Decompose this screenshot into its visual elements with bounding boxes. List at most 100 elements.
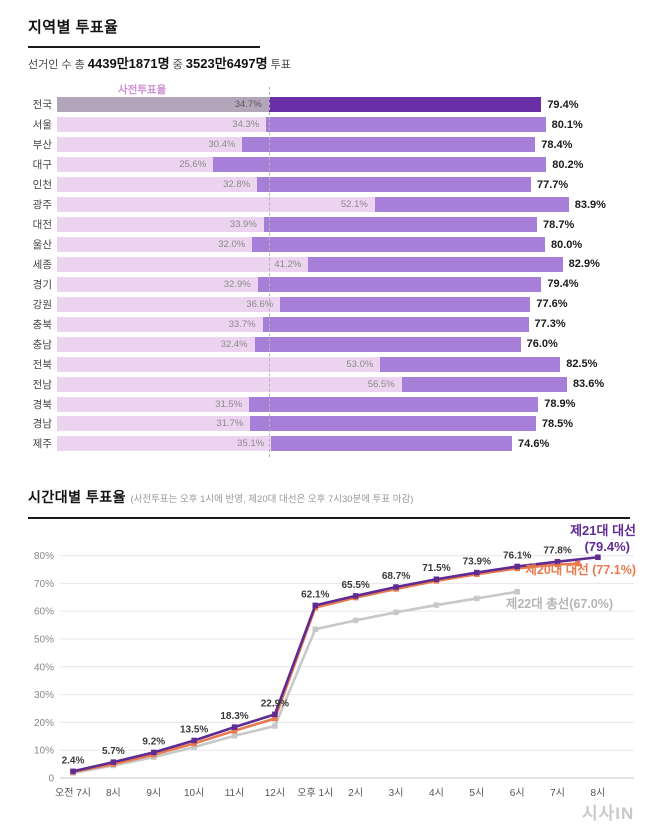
time-section-note: (사전투표는 오후 1시에 반영, 제20대 대선은 오후 7시30분에 투표 … (130, 494, 414, 505)
early-vote-bar: 53.0% (57, 356, 381, 372)
early-vote-rate-label: 사전투표율 (118, 84, 167, 96)
early-vote-reference-line (268, 87, 270, 457)
legend-22nd-election: 제22대 총선(67.0%) (506, 596, 613, 611)
region-label: 경북 (32, 398, 52, 411)
data-point-marker (474, 569, 480, 576)
early-vote-bar: 31.7% (57, 416, 251, 432)
y-axis-label: 50% (34, 635, 54, 646)
x-axis-label: 오전 7시 (55, 787, 91, 799)
early-vote-bar: 35.1% (57, 436, 272, 452)
y-axis-label: 80% (34, 551, 54, 562)
total-vote-value: 76.0% (526, 338, 558, 351)
total-vote-bar (213, 157, 547, 173)
region-label: 세종 (32, 258, 52, 271)
data-point-marker (514, 563, 520, 570)
point-label: 9.2% (142, 736, 165, 747)
data-point-marker (393, 609, 399, 616)
early-vote-bar: 36.6% (57, 296, 281, 312)
data-point-marker (231, 727, 238, 734)
bar-row: 제주 35.1% 74.6% (28, 434, 640, 454)
early-vote-bar: 34.3% (57, 117, 267, 133)
total-vote-value: 78.4% (541, 138, 573, 151)
early-vote-value: 41.2% (274, 258, 302, 270)
bar-row: 대전 33.9% 78.7% (28, 215, 640, 235)
total-vote-bar (249, 396, 539, 412)
bar-row: 전북 53.0% 82.5% (28, 354, 640, 374)
point-label: 13.5% (180, 724, 208, 735)
early-vote-value: 56.5% (367, 378, 395, 390)
data-point-marker (191, 744, 197, 750)
data-point-marker (70, 768, 76, 775)
data-point-marker (272, 723, 278, 729)
bar-row: 울산 32.0% 80.0% (28, 235, 640, 255)
early-vote-value: 32.4% (220, 338, 248, 350)
legend-21st-final-value: (79.4%) (584, 539, 630, 554)
x-axis-label: 3시 (389, 787, 404, 799)
early-vote-value: 31.7% (216, 418, 244, 430)
total-vote-value: 83.9% (574, 198, 606, 211)
x-axis-label: 8시 (591, 787, 606, 799)
bar-row: 세종 41.2% 82.9% (28, 255, 640, 275)
data-point-marker (514, 588, 520, 595)
total-vote-value: 77.3% (534, 318, 566, 331)
sisain-watermark: 시사IN (582, 804, 635, 823)
data-point-marker (191, 737, 197, 744)
region-label: 서울 (32, 119, 52, 132)
point-label: 77.8% (543, 546, 571, 557)
point-label: 76.1% (503, 550, 531, 561)
x-axis-label: 8시 (106, 787, 121, 799)
total-vote-value: 80.2% (552, 158, 584, 171)
data-point-marker (595, 554, 601, 561)
total-vote-value: 77.6% (536, 298, 568, 311)
bar-row: 강원 36.6% 77.6% (28, 294, 640, 314)
subtitle-suffix: 투표 (267, 59, 291, 71)
early-vote-bar: 25.6% (57, 157, 214, 173)
total-voter-count: 4439만1871명 (87, 56, 170, 71)
bar-row: 전남 56.5% 83.6% (28, 374, 640, 394)
region-bar-chart: 전국 34.7% 79.4% 서울 34.3% 80.1% 부산 30.4% 78.4% 대구 25… (28, 87, 640, 461)
early-vote-bar: 30.4% (57, 137, 243, 153)
y-axis-label: 0 (48, 774, 54, 785)
region-label: 충북 (32, 318, 52, 331)
series-line (72, 555, 599, 773)
data-point-marker (433, 576, 440, 582)
y-axis-label: 10% (34, 746, 54, 757)
total-vote-bar (280, 296, 531, 312)
data-point-marker (393, 584, 399, 590)
region-label: 인천 (32, 179, 52, 192)
voted-count: 3523만6497명 (185, 56, 268, 71)
data-point-marker (191, 740, 197, 747)
total-vote-bar (250, 416, 536, 432)
total-vote-bar (266, 117, 546, 133)
data-point-marker (474, 595, 480, 602)
bar-row: 경남 31.7% 78.5% (28, 414, 640, 434)
total-vote-bar (380, 356, 561, 372)
data-point-marker (554, 558, 561, 565)
early-vote-value: 35.1% (237, 438, 265, 450)
bar-row: 부산 30.4% 78.4% (28, 135, 640, 155)
total-vote-value: 74.6% (518, 437, 550, 450)
x-axis-label: 5시 (469, 787, 484, 799)
total-vote-bar (257, 177, 531, 193)
total-vote-value: 83.6% (572, 378, 605, 391)
region-label: 울산 (32, 239, 52, 252)
y-axis-label: 30% (34, 690, 54, 701)
total-vote-bar (262, 316, 529, 332)
data-point-marker (312, 626, 319, 633)
bar-row: 서울 34.3% 80.1% (28, 115, 640, 135)
total-vote-value: 78.7% (543, 218, 575, 231)
early-vote-value: 32.8% (223, 179, 251, 191)
total-vote-bar (263, 217, 538, 233)
early-vote-value: 32.0% (218, 239, 246, 251)
total-vote-bar (308, 256, 563, 272)
x-axis-label: 9시 (146, 787, 161, 799)
x-axis-label: 7시 (550, 787, 565, 799)
total-vote-value: 79.4% (547, 98, 579, 111)
point-label: 68.7% (382, 571, 410, 582)
y-axis-label: 70% (34, 579, 54, 590)
x-axis-label: 10시 (184, 787, 204, 799)
region-label: 전북 (32, 358, 52, 371)
region-label: 대전 (32, 219, 52, 232)
data-point-marker (272, 711, 278, 718)
early-vote-value: 34.3% (232, 119, 260, 131)
